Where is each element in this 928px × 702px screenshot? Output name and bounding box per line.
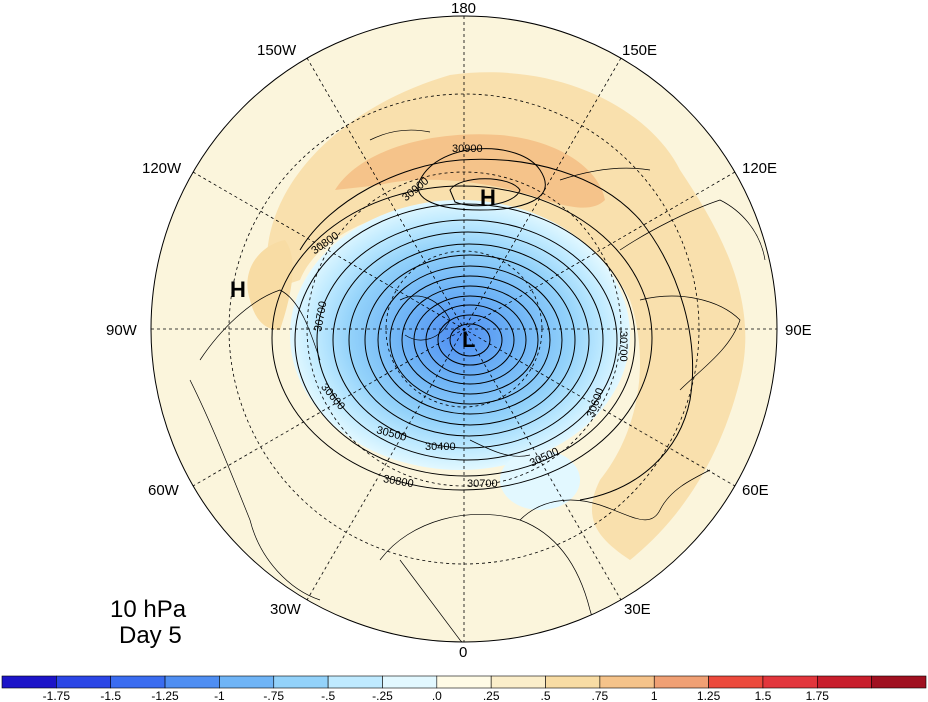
colorbar-swatch [545,675,601,689]
colorbar-label: .5 [541,689,551,702]
contour-label: 30700 [617,331,629,362]
colorbar-swatch [599,675,655,689]
contour-label: 30400 [425,441,456,453]
colorbar-swatch [273,675,329,689]
low-pressure-label: L [462,327,475,352]
warm-anomaly-west [247,240,293,330]
lon-label-90e: 90E [785,322,812,339]
lon-label-0: 0 [459,644,467,661]
lon-label-60e: 60E [742,482,769,499]
colorbar-label: .0 [432,689,442,702]
lon-label-30w: 30W [270,601,302,618]
map-border [150,15,778,643]
warm-anomaly-core [335,134,605,208]
contour-label: 30700 [467,478,498,490]
colorbar-label: -1.5 [100,689,121,702]
lon-label-180: 180 [451,0,476,17]
colorbar-label: .25 [483,689,500,702]
height-contours [271,148,693,501]
colorbar-label: .75 [592,689,609,702]
colorbar-label: -.25 [372,689,393,702]
colorbar: -1.75 -1.5 -1.25 -1 -.75 -.5 -.25 .0 .25 .5 .75 1 1.… [1,675,927,702]
colorbar-label: -.75 [263,689,284,702]
colorbar-swatch [816,675,872,689]
colorbar-label: 1.5 [755,689,772,702]
lon-label-150w: 150W [257,42,297,59]
colorbar-swatch [436,675,492,689]
colorbar-swatch [708,675,764,689]
lon-label-120w: 120W [142,160,182,177]
cold-anomaly-region [290,200,630,470]
colorbar-swatch [871,675,927,689]
colorbar-label: -1.75 [43,689,71,702]
high-pressure-label: H [230,277,246,302]
lon-label-120e: 120E [742,160,777,177]
colorbar-swatch [1,675,57,689]
contour-label: 30800 [382,473,414,490]
colorbar-label: 1.75 [806,689,830,702]
colorbar-swatch [110,675,166,689]
colorbar-swatch [219,675,275,689]
graticule [151,16,777,642]
contour-label: 30700 [312,300,329,332]
lon-label-90w: 90W [106,322,138,339]
title-level: 10 hPa [110,596,187,623]
colorbar-label: 1 [651,689,658,702]
colorbar-swatch [327,675,383,689]
colorbar-swatch [490,675,546,689]
contour-label: 30900 [452,143,483,155]
warm-anomaly-band [266,72,746,560]
colorbar-label: -1.25 [151,689,179,702]
lon-label-150e: 150E [622,42,657,59]
colorbar-label: -.5 [321,689,335,702]
colorbar-label: 1.25 [697,689,721,702]
colorbar-swatch [164,675,220,689]
high-pressure-label: H [480,185,496,210]
colorbar-label: -1 [214,689,225,702]
lon-label-30e: 30E [624,601,651,618]
colorbar-swatch [56,675,112,689]
colorbar-swatch [382,675,438,689]
title-day: Day 5 [119,622,182,649]
lon-label-60w: 60W [148,482,180,499]
colorbar-swatch [653,675,709,689]
colorbar-swatch [762,675,818,689]
longitude-labels: 180 150E 120E 90E 60E 30E 0 30W 60W 90W … [106,0,812,661]
